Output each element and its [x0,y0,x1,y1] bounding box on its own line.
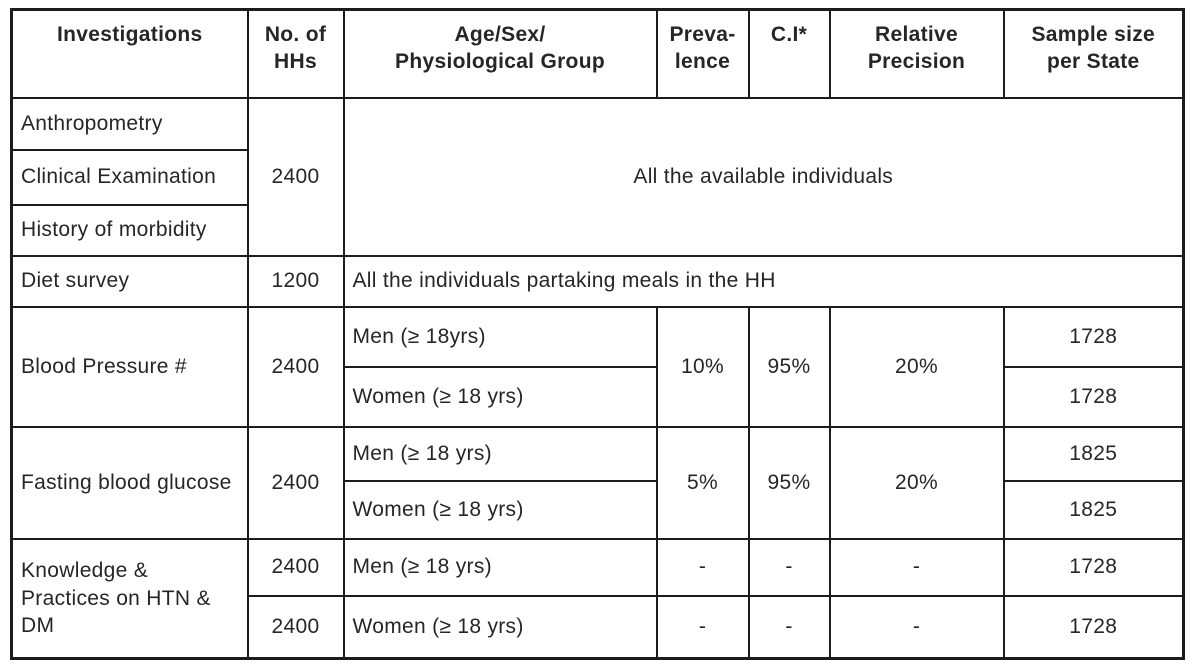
row-diet-survey: Diet survey 1200 All the individuals par… [10,254,1185,308]
header-relative-precision: Relative Precision [828,8,1005,99]
cell-bp-group-men: Men (≥ 18yrs) [342,305,658,368]
row-blood-pressure-men: Blood Pressure # 2400 Men (≥ 18yrs) 10% … [10,305,1185,428]
cell-diet-hhs: 1200 [246,254,345,308]
cell-fasting-group-women: Women (≥ 18 yrs) [342,479,658,540]
header-no-of-hhs: No. of HHs [246,8,345,99]
cell-bp-ci: 95% [747,305,831,428]
cell-knowledge-ci-men: - [747,537,831,597]
header-row: Investigations No. of HHs Age/Sex/ Physi… [10,8,1185,99]
row-history-of-morbidity: History of morbidity [10,203,1184,257]
cell-fasting-sample-men: 1825 [1002,425,1185,482]
cell-bp-prevalence: 10% [655,305,750,428]
cell-anthropometry: Anthropometry [10,96,249,151]
cell-bp-group-women: Women (≥ 18 yrs) [342,365,658,428]
cell-fasting-sample-women: 1825 [1002,479,1185,540]
row-clinical-examination: Clinical Examination [10,148,1184,206]
cell-history-of-morbidity: History of morbidity [10,203,249,257]
cell-knowledge-prevalence-men: - [655,537,750,597]
cell-fasting-ci: 95% [747,425,831,540]
row-knowledge-men: Knowledge & Practices on HTN & DM 2400 M… [10,537,1185,660]
cell-bp-sample-men: 1728 [1002,305,1185,368]
row-blood-pressure-women: Women (≥ 18 yrs) 1728 [12,365,1185,428]
cell-clinical-examination: Clinical Examination [10,148,249,206]
cell-knowledge-sample-men: 1728 [1002,537,1185,597]
cell-anthro-group: All the available individuals [342,96,1185,257]
row-anthropometry: Anthropometry 2400 All the available ind… [10,96,1185,257]
cell-knowledge-sample-women: 1728 [1002,594,1185,660]
cell-anthro-hhs: 2400 [246,96,345,257]
header-investigations: Investigations [10,8,249,99]
cell-fasting-hhs: 2400 [246,425,345,540]
cell-knowledge-practices: Knowledge & Practices on HTN & DM [10,537,249,660]
cell-fasting-prevalence: 5% [655,425,750,540]
cell-fasting-relative-precision: 20% [828,425,1005,540]
cell-knowledge-ci-women: - [747,594,831,660]
cell-bp-hhs: 2400 [246,305,345,428]
header-ci: C.I* [747,8,831,99]
row-knowledge-women: 2400 Women (≥ 18 yrs) - - - 1728 [12,594,1185,660]
cell-knowledge-prevalence-women: - [655,594,750,660]
cell-knowledge-rp-women: - [828,594,1005,660]
cell-fasting-group-men: Men (≥ 18 yrs) [342,425,658,482]
cell-blood-pressure: Blood Pressure # [10,305,249,428]
cell-knowledge-hhs-men: 2400 [246,537,345,597]
header-age-sex-group: Age/Sex/ Physiological Group [342,8,658,99]
cell-knowledge-group-women: Women (≥ 18 yrs) [342,594,658,660]
cell-bp-sample-women: 1728 [1002,365,1185,428]
cell-bp-relative-precision: 20% [828,305,1005,428]
cell-diet-survey: Diet survey [10,254,249,308]
header-prevalence: Preva- lence [655,8,750,99]
cell-knowledge-group-men: Men (≥ 18 yrs) [342,537,658,597]
header-sample-size: Sample size per State [1002,8,1185,99]
cell-knowledge-hhs-women: 2400 [246,594,345,660]
row-fasting-glucose-men: Fasting blood glucose 2400 Men (≥ 18 yrs… [10,425,1185,540]
cell-diet-group: All the individuals partaking meals in t… [342,254,1185,308]
sampling-design-table: Investigations No. of HHs Age/Sex/ Physi… [10,8,1185,660]
cell-knowledge-rp-men: - [828,537,1005,597]
row-fasting-glucose-women: Women (≥ 18 yrs) 1825 [12,479,1185,540]
cell-fasting-glucose: Fasting blood glucose [10,425,249,540]
